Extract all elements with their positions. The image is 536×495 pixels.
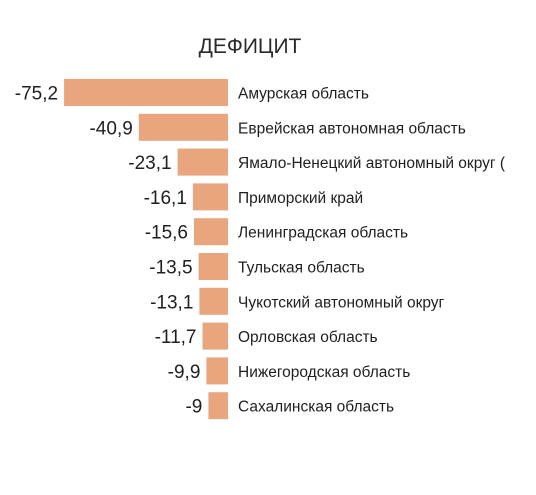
- category-label: Приморский край: [238, 190, 363, 207]
- value-label: -13,1: [150, 292, 193, 313]
- value-label: -40,9: [89, 118, 132, 139]
- category-label: Нижегородская область: [238, 364, 410, 381]
- category-label: Еврейская автономная область: [238, 120, 466, 137]
- bar: [138, 113, 228, 141]
- value-label: -75,2: [15, 84, 58, 105]
- bar: [192, 183, 228, 211]
- bar: [206, 357, 228, 385]
- category-label: Амурская область: [238, 86, 369, 103]
- chart-title: ДЕФИЦИТ: [199, 35, 302, 58]
- bar: [194, 218, 228, 246]
- category-label: Ямало-Ненецкий автономный округ (: [238, 155, 506, 172]
- bar: [198, 253, 228, 280]
- bar: [208, 392, 228, 420]
- value-label: -23,1: [128, 153, 171, 174]
- bar: [177, 148, 228, 176]
- value-label: -16,1: [144, 188, 187, 209]
- category-label: Ленинградская область: [238, 225, 408, 242]
- category-label: Тульская область: [238, 260, 365, 277]
- value-label: -9,9: [168, 362, 201, 383]
- bars-group: -75,2 Амурская область -40,9 Еврейская авто…: [15, 79, 506, 420]
- bar: [202, 322, 228, 350]
- value-label: -13,5: [149, 258, 192, 279]
- category-label: Чукотский автономный округ: [238, 294, 445, 311]
- bar: [64, 79, 228, 106]
- category-label: Орловская область: [238, 329, 378, 346]
- bar: [199, 287, 228, 315]
- value-label: -11,7: [155, 327, 197, 348]
- category-label: Сахалинская область: [238, 399, 394, 416]
- value-label: -15,6: [145, 223, 188, 244]
- value-label: -9: [185, 397, 202, 418]
